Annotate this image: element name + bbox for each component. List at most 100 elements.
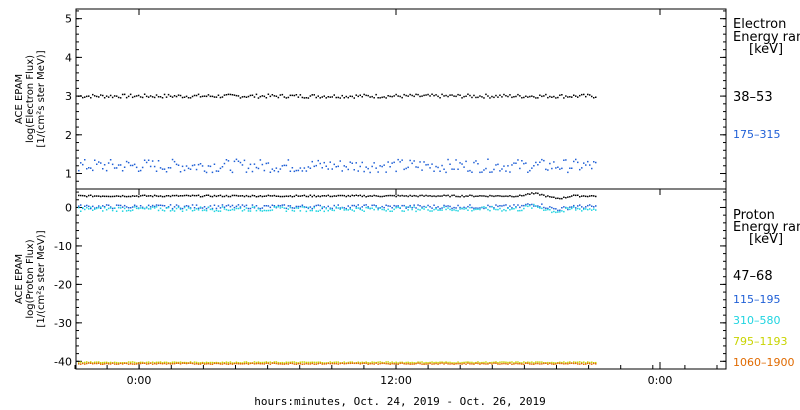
data-point (457, 204, 459, 207)
data-point (391, 362, 393, 365)
data-point (315, 96, 317, 99)
data-point (133, 204, 136, 206)
data-point (173, 362, 176, 365)
data-point (187, 194, 190, 197)
data-point (207, 206, 210, 209)
data-point (483, 206, 485, 208)
data-point (143, 194, 146, 196)
data-point (199, 363, 202, 365)
data-point (299, 210, 302, 212)
data-point (505, 195, 507, 197)
data-point (457, 362, 459, 365)
data-point (519, 362, 521, 364)
data-point (377, 363, 379, 365)
data-point (525, 162, 527, 164)
data-point (187, 167, 190, 170)
x-tick-label: 0:00 (648, 374, 673, 387)
data-point (517, 204, 519, 206)
data-point (263, 209, 266, 212)
data-point (287, 159, 290, 161)
data-point (227, 160, 230, 162)
data-point (541, 207, 543, 210)
electron-panel-frame (75, 8, 727, 190)
data-point (281, 363, 284, 365)
data-point (305, 210, 308, 213)
data-point (513, 196, 515, 198)
data-point (563, 361, 565, 363)
data-point (257, 361, 260, 363)
data-point (483, 169, 485, 171)
data-point (141, 166, 144, 169)
data-point (80, 194, 82, 197)
data-point (419, 161, 421, 163)
data-point (139, 361, 142, 364)
data-point (577, 363, 579, 365)
data-point (537, 206, 539, 208)
data-point (277, 195, 280, 197)
data-point (203, 95, 206, 97)
data-point (409, 206, 411, 208)
data-point (571, 167, 573, 169)
data-point (479, 208, 481, 211)
data-point (329, 207, 331, 209)
data-point (149, 165, 152, 168)
data-point (78, 205, 80, 207)
data-point (275, 95, 278, 97)
data-point (347, 361, 349, 364)
data-point (107, 162, 110, 164)
data-point (193, 361, 196, 363)
data-point (511, 164, 513, 166)
data-point (553, 161, 555, 163)
data-point (433, 94, 435, 97)
proton-data (78, 192, 597, 365)
data-point (515, 362, 517, 365)
data-point (167, 206, 170, 209)
data-point (105, 204, 108, 206)
data-point (431, 93, 433, 95)
data-point (413, 204, 415, 206)
data-point (117, 164, 120, 166)
data-point (455, 209, 457, 212)
data-point (357, 361, 359, 363)
data-point (457, 168, 459, 170)
data-point (367, 94, 369, 97)
data-point (271, 168, 274, 170)
data-point (399, 362, 401, 365)
data-point (485, 361, 487, 363)
data-point (375, 205, 377, 207)
x-axis-title: hours:minutes, Oct. 24, 2019 - Oct. 26, … (254, 395, 545, 408)
data-point (355, 362, 357, 365)
data-point (269, 363, 272, 365)
data-point (243, 95, 246, 98)
data-point (233, 194, 236, 197)
data-point (405, 195, 407, 197)
data-point (361, 96, 363, 98)
data-point (547, 96, 549, 99)
data-point (90, 207, 92, 210)
data-point (555, 197, 557, 200)
data-point (405, 94, 407, 97)
proton-y-axis: 0-10-20-30-40 (54, 191, 726, 370)
data-point (265, 205, 268, 207)
data-point (509, 94, 511, 96)
data-point (469, 194, 471, 196)
data-point (315, 210, 317, 212)
data-point (411, 363, 413, 365)
data-point (161, 204, 164, 207)
data-point (185, 194, 188, 197)
data-point (323, 363, 325, 365)
data-point (267, 93, 270, 95)
data-point (503, 361, 505, 363)
data-point (569, 208, 571, 211)
data-point (535, 362, 537, 365)
data-point (151, 160, 154, 162)
data-point (331, 209, 333, 211)
data-point (401, 362, 403, 364)
data-point (565, 159, 567, 161)
data-point (327, 168, 329, 170)
data-point (417, 195, 419, 198)
data-point (499, 195, 501, 197)
data-point (88, 95, 90, 97)
data-point (181, 96, 184, 99)
data-point (463, 362, 465, 365)
